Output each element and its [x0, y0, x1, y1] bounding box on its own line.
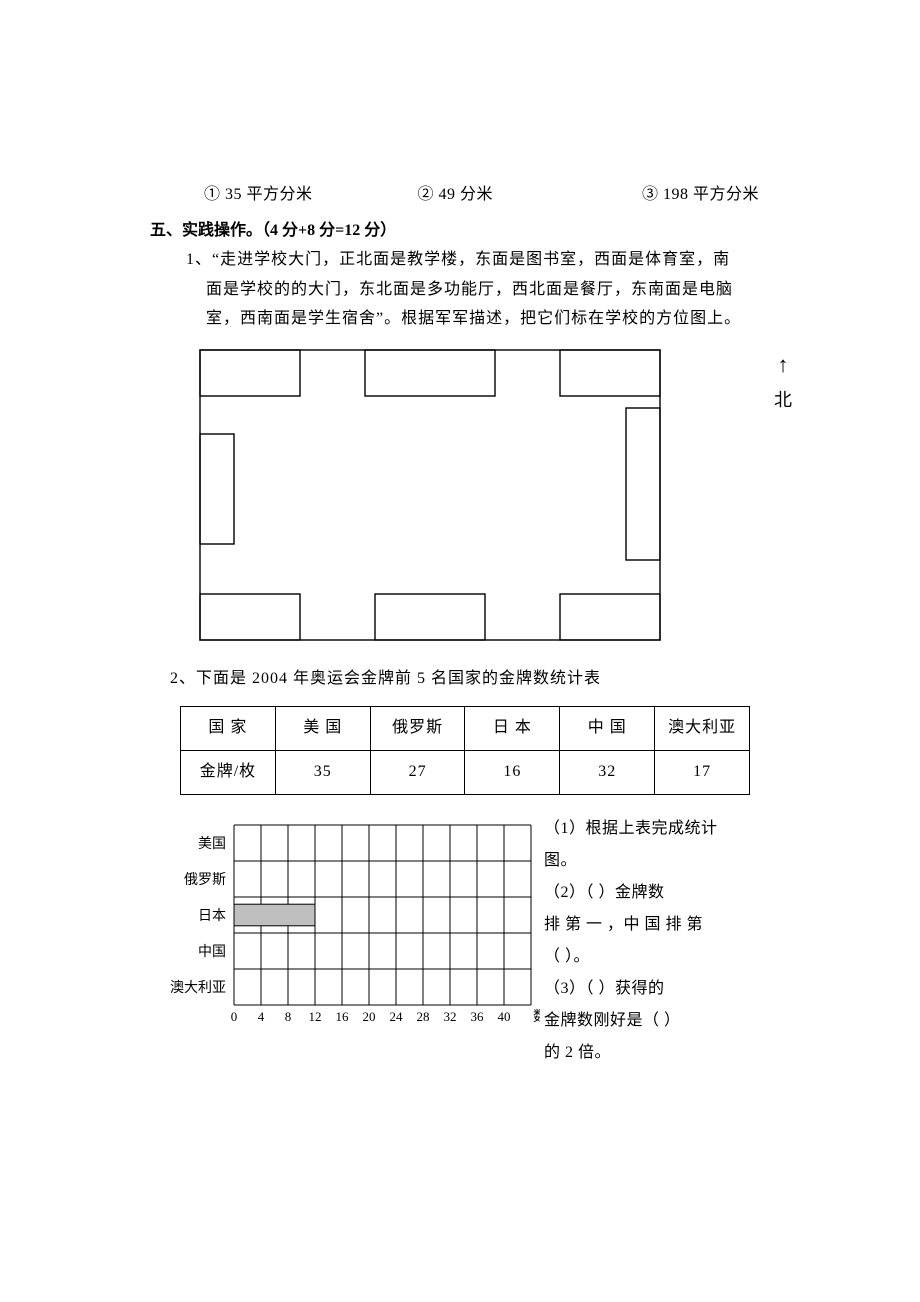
svg-text:俄罗斯: 俄罗斯	[184, 872, 226, 888]
table-row-values: 金牌/枚 35 27 16 32 17	[181, 750, 750, 794]
chart-and-questions: 美国俄罗斯日本中国澳大利亚 0 4 8 12 16 20 24 28 32 36 40 数量/枚 （1）…	[170, 813, 770, 1069]
table-row-header: 国 家 美 国 俄罗斯 日 本 中 国 澳大利亚	[181, 706, 750, 750]
chart-svg: 美国俄罗斯日本中国澳大利亚 0 4 8 12 16 20 24 28 32 36 40 数量/枚	[170, 813, 540, 1053]
q2-2b: 排 第 一 ，中 国 排 第	[544, 909, 770, 941]
val-japan: 16	[465, 750, 560, 794]
val-usa: 35	[275, 750, 370, 794]
option-a: ① 35 平方分米	[204, 186, 313, 203]
north-label: 北	[774, 384, 792, 417]
svg-text:28: 28	[417, 1009, 430, 1024]
svg-text:20: 20	[363, 1009, 376, 1024]
option-b: ② 49 分米	[418, 186, 494, 203]
map-svg	[190, 346, 670, 642]
svg-text:36: 36	[471, 1009, 485, 1024]
q2-1a: （1）根据上表完成统计	[544, 813, 770, 845]
medal-table: 国 家 美 国 俄罗斯 日 本 中 国 澳大利亚 金牌/枚 35 27 16 3…	[180, 706, 750, 795]
q2-3b: 金牌数刚好是（ ）	[544, 1005, 770, 1037]
sub-questions: （1）根据上表完成统计 图。 （2）（ ）金牌数 排 第 一 ，中 国 排 第 …	[544, 813, 770, 1069]
svg-text:中国: 中国	[198, 944, 226, 960]
q2-2a: （2）（ ）金牌数	[544, 877, 770, 909]
q1-line3: 室，西南面是学生宿舍”。根据军军描述，把它们标在学校的方位图上。	[150, 304, 770, 334]
exam-page: ① 35 平方分米 ② 49 分米 ③ 198 平方分米 五、实践操作。（4 分…	[0, 0, 920, 1302]
school-map-diagram: ↑ 北	[190, 346, 750, 646]
north-indicator: ↑ 北	[774, 354, 792, 417]
th-aus: 澳大利亚	[655, 706, 750, 750]
th-japan: 日 本	[465, 706, 560, 750]
q2-3a: （3）（ ）获得的	[544, 973, 770, 1005]
north-arrow-icon: ↑	[774, 354, 792, 376]
section-title: 五、实践操作。（4 分+8 分=12 分）	[150, 216, 770, 246]
svg-text:16: 16	[336, 1009, 350, 1024]
q2-stem: 2、下面是 2004 年奥运会金牌前 5 名国家的金牌数统计表	[150, 664, 770, 694]
svg-text:美国: 美国	[198, 836, 226, 852]
val-russia: 27	[370, 750, 465, 794]
th-russia: 俄罗斯	[370, 706, 465, 750]
th-china: 中 国	[560, 706, 655, 750]
svg-text:8: 8	[285, 1009, 292, 1024]
svg-text:数量/枚: 数量/枚	[533, 1009, 540, 1025]
svg-text:32: 32	[444, 1009, 457, 1024]
th-country: 国 家	[181, 706, 276, 750]
q2-3c: 的 2 倍。	[544, 1037, 770, 1069]
svg-text:12: 12	[309, 1009, 322, 1024]
svg-text:24: 24	[390, 1009, 404, 1024]
svg-text:4: 4	[258, 1009, 265, 1024]
svg-text:澳大利亚: 澳大利亚	[170, 980, 226, 996]
svg-text:0: 0	[231, 1009, 238, 1024]
prev-question-options: ① 35 平方分米 ② 49 分米 ③ 198 平方分米	[150, 180, 770, 210]
val-aus: 17	[655, 750, 750, 794]
q1-line1: 1、“走进学校大门，正北面是教学楼，东面是图书室，西面是体育室，南	[166, 245, 770, 275]
q2-1b: 图。	[544, 845, 770, 877]
val-china: 32	[560, 750, 655, 794]
option-c: ③ 198 平方分米	[642, 186, 759, 203]
row-label: 金牌/枚	[181, 750, 276, 794]
bar-chart-grid: 美国俄罗斯日本中国澳大利亚 0 4 8 12 16 20 24 28 32 36 40 数量/枚	[170, 813, 540, 1064]
svg-text:日本: 日本	[198, 908, 226, 924]
th-usa: 美 国	[275, 706, 370, 750]
svg-text:40: 40	[498, 1009, 511, 1024]
q1-line2: 面是学校的的大门，东北面是多功能厅，西北面是餐厅，东南面是电脑	[150, 275, 770, 305]
q2-2c: （ ）。	[544, 941, 770, 973]
